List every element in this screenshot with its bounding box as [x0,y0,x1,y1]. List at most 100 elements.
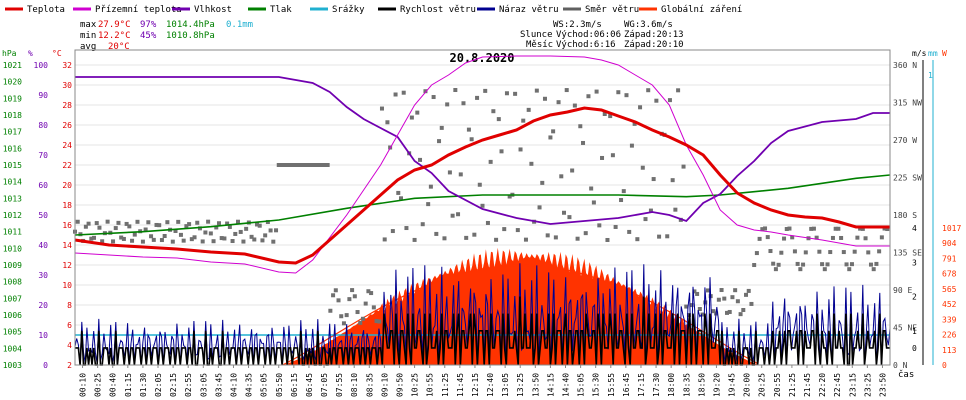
x-tick-label-7: 02:55 [184,373,193,397]
wind-direction-point-240 [725,310,729,315]
wind-direction-point-198 [610,153,615,158]
wind-direction-point-49 [206,219,211,224]
wind-direction-point-81 [293,163,298,167]
wind-direction-point-120 [399,196,403,201]
x-tick-label-31: 14:15 [546,373,555,397]
wind-direction-point-246 [741,307,746,312]
wind-direction-point-170 [534,88,539,93]
wind-direction-point-268 [801,262,806,267]
wind-direction-point-227 [689,303,694,308]
wind-direction-point-235 [711,309,716,314]
stats-block: max 27.9°C 97% 1014.4hPa 0.1mm min 12.2°… [80,20,253,52]
wind-direction-point-156 [496,117,501,122]
wind-direction-point-45 [195,220,200,225]
wind-direction-point-109 [369,291,374,296]
wind-direction-point-143 [461,101,466,106]
axis-tick-hpa-6: 1009 [3,261,22,270]
x-tick-label-28: 13:05 [501,373,510,397]
wind-direction-point-105 [358,320,363,325]
wind-direction-point-67 [255,222,260,227]
x-tick-label-16: 07:05 [320,373,329,397]
wind-direction-point-122 [404,226,409,231]
wind-direction-point-237 [716,297,721,302]
x-tick-label-47: 21:25 [788,373,797,397]
wind-direction-point-108 [366,289,371,294]
wind-direction-point-214 [654,98,659,103]
stat-min-press: 1010.8hPa [166,31,215,41]
wind-direction-point-155 [494,237,499,242]
wind-direction-point-68 [257,223,262,228]
wind-direction-point-172 [540,180,545,185]
wind-direction-point-132 [431,95,436,100]
wind-direction-point-50 [208,231,213,236]
wind-direction-point-201 [619,198,624,203]
wind-direction-point-59 [233,231,238,236]
chart-title: 20.8.2020 [449,51,514,65]
wind-direction-point-21 [130,238,135,243]
legend-label-3: Tlak [270,5,292,15]
wind-direction-point-259 [776,262,781,267]
wind-direction-point-158 [502,227,507,232]
wind-ws: WS:2.3m/s [553,20,602,30]
wind-direction-point-52 [214,225,219,230]
wind-direction-point-139 [450,213,455,218]
wind-direction-point-36 [170,239,175,244]
wind-direction-point-185 [575,236,580,241]
wind-direction-point-96 [333,288,338,293]
x-tick-label-9: 03:45 [214,373,223,397]
x-tick-label-10: 04:10 [229,373,238,397]
axis-label-ms: m/s [912,49,927,58]
x-tick-label-39: 18:00 [667,373,676,397]
wind-direction-point-177 [553,235,558,240]
wind-direction-point-189 [586,94,591,99]
axis-tick-w-4: 452 [942,300,957,309]
wind-direction-point-287 [852,249,857,254]
wind-direction-point-88 [312,163,317,167]
wind-direction-point-285 [847,267,852,272]
x-tick-label-6: 02:15 [169,373,178,397]
wind-direction-point-7 [92,235,97,240]
wind-direction-point-239 [722,296,727,301]
x-tick-label-17: 07:55 [335,373,344,397]
wind-direction-point-101 [347,297,352,302]
moon-label: Měsíc [526,40,553,50]
wind-direction-point-86 [306,163,311,167]
wind-direction-point-276 [822,267,827,272]
wind-direction-point-248 [746,288,751,293]
wind-direction-point-283 [841,250,846,255]
wind-direction-point-130 [426,202,431,207]
wind-direction-point-265 [792,249,797,254]
x-tick-label-25: 11:45 [456,373,465,397]
wind-direction-point-39 [178,232,183,237]
wind-direction-point-294 [871,267,876,272]
wind-direction-point-84 [301,163,306,167]
axis-tick-temp-12: 26 [62,121,72,130]
wind-direction-point-103 [352,294,357,299]
wind-direction-point-174 [545,233,550,238]
wind-direction-point-147 [472,232,477,237]
wind-direction-point-209 [640,165,645,170]
wind-direction-point-181 [564,88,569,93]
wind-direction-point-164 [518,147,523,152]
x-tick-label-44: 20:00 [743,373,752,397]
axis-tick-hpa-4: 1007 [3,294,22,303]
wind-direction-point-137 [445,102,450,107]
wind-direction-point-98 [339,314,344,319]
x-tick-label-32: 14:40 [562,373,571,397]
wind-direction-point-146 [469,137,474,142]
stat-max-rain: 0.1mm [226,20,253,30]
stat-max-label: max [80,20,97,30]
legend-label-7: Směr větru [585,5,639,15]
wind-direction-point-113 [379,106,384,111]
wind-direction-point-44 [192,235,197,240]
x-tick-label-12: 05:05 [260,373,269,397]
wind-direction-point-162 [513,91,518,96]
wind-direction-point-95 [331,293,336,298]
wind-direction-point-229 [695,291,700,296]
wind-direction-point-141 [456,212,461,217]
wind-direction-point-121 [401,90,406,95]
axis-tick-dir-5: 225 SW [893,174,922,183]
wind-direction-point-22 [132,232,137,237]
axis-tick-pct-5: 50 [38,211,48,220]
wind-direction-point-145 [466,127,471,132]
